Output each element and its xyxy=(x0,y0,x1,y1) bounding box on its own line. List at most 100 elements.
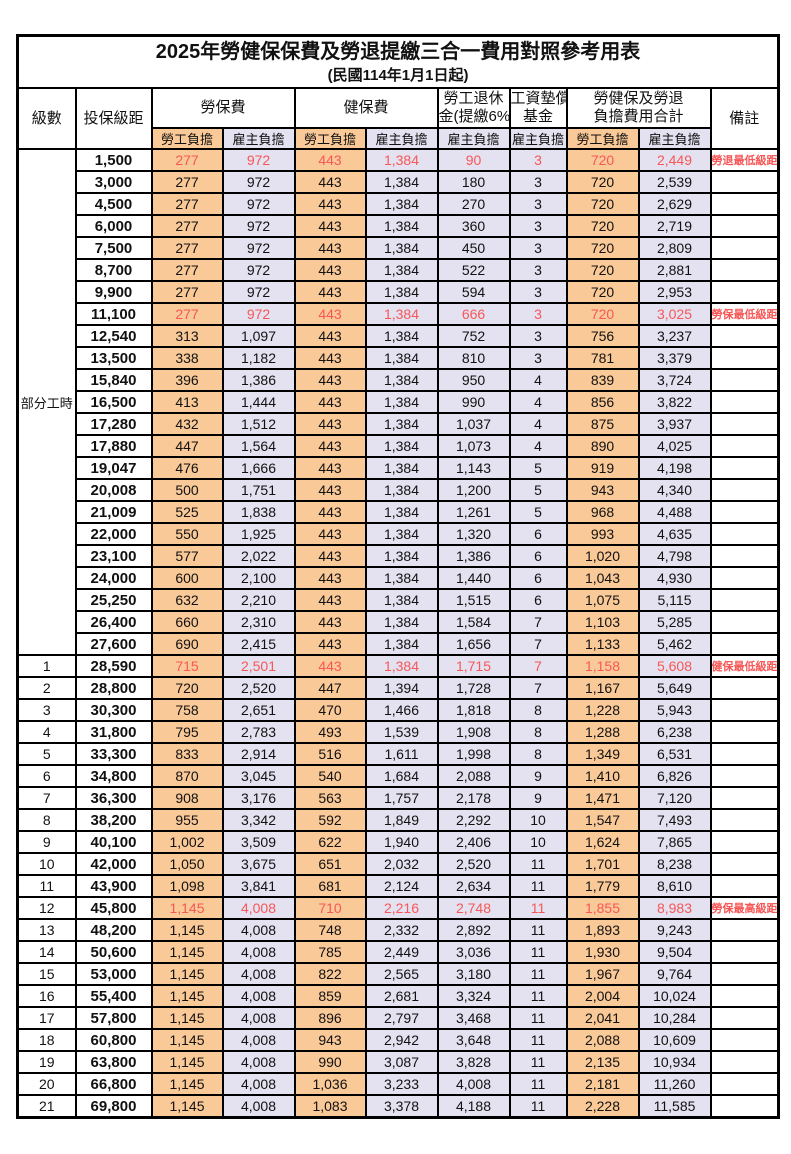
cell-labor-employer: 4,008 xyxy=(221,1028,296,1052)
cell-total-employee: 993 xyxy=(565,522,640,546)
cell-labor-employee: 396 xyxy=(150,368,224,392)
cell-health-employee: 443 xyxy=(293,258,367,282)
cell-level: 8 xyxy=(16,808,77,832)
table-row: 19 63,800 1,145 4,008 990 3,087 3,828 11 2,135 10… xyxy=(16,1050,780,1074)
cell-health-employee: 710 xyxy=(293,896,367,920)
table-row: 4 31,800 795 2,783 493 1,539 1,908 8 1,288 6,238 xyxy=(16,720,780,744)
table-row: 14 50,600 1,145 4,008 785 2,449 3,036 11 1,930 9,… xyxy=(16,940,780,964)
cell-health-employee: 681 xyxy=(293,874,367,898)
cell-total-employee: 781 xyxy=(565,346,640,370)
cell-health-employee: 748 xyxy=(293,918,367,942)
cell-labor-employee: 632 xyxy=(150,588,224,612)
cell-pension-employer: 1,908 xyxy=(436,720,511,744)
cell-total-employee: 1,930 xyxy=(565,940,640,964)
subheader-total-employer: 雇主負擔 xyxy=(637,127,712,150)
cell-health-employer: 2,449 xyxy=(364,940,439,964)
cell-labor-employer: 2,310 xyxy=(221,610,296,634)
cell-labor-employer: 1,386 xyxy=(221,368,296,392)
cell-total-employee: 919 xyxy=(565,456,640,480)
cell-pension-employer: 2,892 xyxy=(436,918,511,942)
cell-labor-employer: 1,666 xyxy=(221,456,296,480)
cell-wage-fund-employer: 5 xyxy=(508,478,568,502)
cell-labor-employer: 972 xyxy=(221,148,296,172)
cell-bracket: 7,500 xyxy=(74,236,153,260)
cell-health-employee: 443 xyxy=(293,654,367,678)
cell-wage-fund-employer: 6 xyxy=(508,544,568,568)
cell-health-employer: 1,384 xyxy=(364,346,439,370)
cell-health-employee: 443 xyxy=(293,522,367,546)
cell-total-employee: 1,075 xyxy=(565,588,640,612)
cell-wage-fund-employer: 5 xyxy=(508,456,568,480)
cell-bracket: 16,500 xyxy=(74,390,153,414)
cell-health-employer: 1,384 xyxy=(364,500,439,524)
cell-total-employee: 1,167 xyxy=(565,676,640,700)
cell-total-employer: 9,243 xyxy=(637,918,712,942)
cell-note xyxy=(709,830,780,854)
cell-health-employer: 1,384 xyxy=(364,566,439,590)
cell-labor-employee: 1,145 xyxy=(150,896,224,920)
cell-pension-employer: 1,143 xyxy=(436,456,511,480)
cell-health-employee: 443 xyxy=(293,390,367,414)
cell-labor-employer: 3,675 xyxy=(221,852,296,876)
cell-labor-employee: 1,098 xyxy=(150,874,224,898)
cell-labor-employer: 2,100 xyxy=(221,566,296,590)
cell-total-employer: 6,826 xyxy=(637,764,712,788)
cell-pension-employer: 90 xyxy=(436,148,511,172)
cell-note xyxy=(709,786,780,810)
cell-health-employer: 1,384 xyxy=(364,610,439,634)
cell-total-employer: 4,340 xyxy=(637,478,712,502)
table-row: 27,600 690 2,415 443 1,384 1,656 7 1,133 5,462 xyxy=(18,632,780,656)
subheader-wage-fund-employer: 雇主負擔 xyxy=(508,127,568,150)
cell-wage-fund-employer: 3 xyxy=(508,346,568,370)
cell-labor-employer: 2,520 xyxy=(221,676,296,700)
cell-total-employer: 7,865 xyxy=(637,830,712,854)
cell-note xyxy=(709,214,780,238)
table-row: 2 28,800 720 2,520 447 1,394 1,728 7 1,167 5,649 xyxy=(16,676,780,700)
cell-labor-employer: 1,564 xyxy=(221,434,296,458)
cell-health-employee: 990 xyxy=(293,1050,367,1074)
cell-labor-employee: 447 xyxy=(150,434,224,458)
cell-wage-fund-employer: 4 xyxy=(508,368,568,392)
table-row: 22,000 550 1,925 443 1,384 1,320 6 993 4,635 xyxy=(18,522,780,546)
cell-labor-employer: 1,444 xyxy=(221,390,296,414)
cell-labor-employer: 972 xyxy=(221,302,296,326)
cell-bracket: 66,800 xyxy=(74,1072,153,1096)
cell-bracket: 9,900 xyxy=(74,280,153,304)
cell-wage-fund-employer: 3 xyxy=(508,324,568,348)
cell-wage-fund-employer: 7 xyxy=(508,632,568,656)
cell-note xyxy=(709,962,780,986)
cell-wage-fund-employer: 5 xyxy=(508,500,568,524)
cell-labor-employer: 972 xyxy=(221,170,296,194)
cell-bracket: 36,300 xyxy=(74,786,153,810)
table-row: 7,500 277 972 443 1,384 450 3 720 2,809 xyxy=(18,236,780,260)
cell-level: 3 xyxy=(16,698,77,722)
cell-health-employer: 3,233 xyxy=(364,1072,439,1096)
cell-health-employer: 1,384 xyxy=(364,280,439,304)
col-header-pension: 勞工退休 金(提繳6%) xyxy=(436,87,511,129)
cell-labor-employee: 1,145 xyxy=(150,918,224,942)
cell-note xyxy=(709,1006,780,1030)
cell-total-employee: 756 xyxy=(565,324,640,348)
col-header-bracket: 投保級距 xyxy=(74,87,153,150)
cell-wage-fund-employer: 3 xyxy=(508,148,568,172)
cell-health-employee: 443 xyxy=(293,544,367,568)
cell-health-employer: 1,394 xyxy=(364,676,439,700)
cell-health-employer: 2,681 xyxy=(364,984,439,1008)
cell-labor-employer: 2,210 xyxy=(221,588,296,612)
cell-labor-employee: 413 xyxy=(150,390,224,414)
cell-health-employer: 1,849 xyxy=(364,808,439,832)
cell-health-employee: 443 xyxy=(293,588,367,612)
cell-note xyxy=(709,852,780,876)
cell-health-employer: 2,797 xyxy=(364,1006,439,1030)
cell-bracket: 31,800 xyxy=(74,720,153,744)
cell-wage-fund-employer: 10 xyxy=(508,808,568,832)
cell-total-employee: 720 xyxy=(565,170,640,194)
cell-health-employee: 592 xyxy=(293,808,367,832)
cell-bracket: 22,000 xyxy=(74,522,153,546)
cell-labor-employee: 720 xyxy=(150,676,224,700)
cell-total-employer: 10,284 xyxy=(637,1006,712,1030)
cell-total-employer: 10,024 xyxy=(637,984,712,1008)
cell-health-employer: 2,565 xyxy=(364,962,439,986)
cell-total-employer: 8,610 xyxy=(637,874,712,898)
cell-total-employer: 2,953 xyxy=(637,280,712,304)
